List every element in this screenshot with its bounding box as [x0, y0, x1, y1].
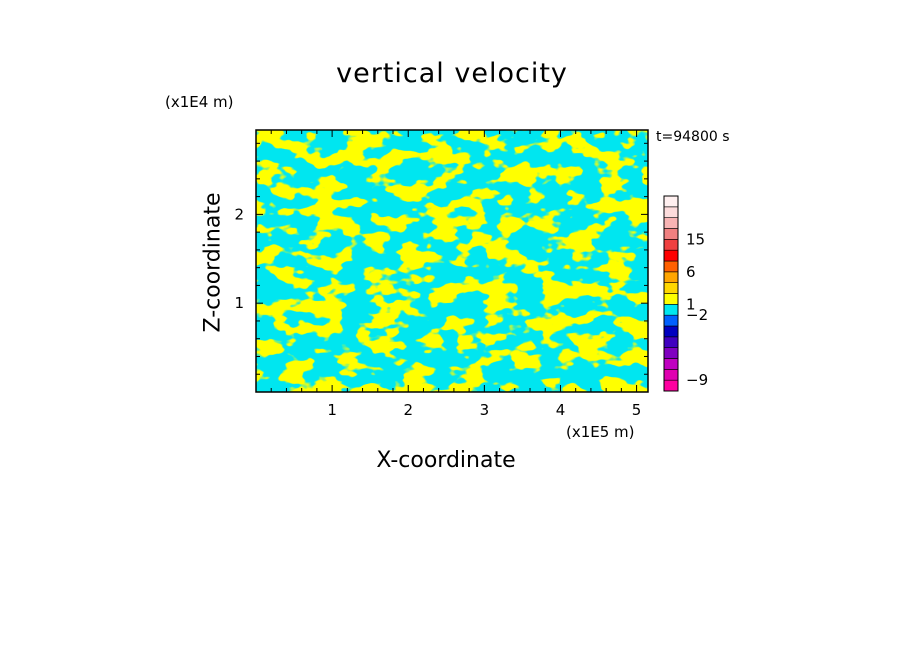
x-tick-label: 3	[480, 401, 490, 419]
contour-field	[256, 130, 648, 392]
colorbar-frame	[663, 195, 679, 392]
colorbar-swatch	[663, 325, 679, 338]
x-tick-label: 1	[327, 401, 337, 419]
colorbar-tick-label: −2	[686, 306, 708, 324]
colorbar-swatch	[663, 228, 679, 240]
colorbar-swatch	[663, 314, 679, 327]
colorbar-tick-label: 6	[686, 263, 696, 281]
colorbar-swatch	[663, 282, 679, 294]
colorbar-swatch	[663, 369, 679, 381]
colorbar: 15 6 1−2 −9	[663, 195, 708, 392]
colorbar-swatch	[663, 271, 679, 283]
colorbar-swatch	[663, 239, 679, 251]
x-axis-unit: (x1E5 m)	[566, 423, 635, 441]
colorbar-swatch	[663, 195, 679, 208]
x-axis-label: X-coordinate	[376, 448, 516, 473]
colorbar-swatch	[663, 293, 679, 305]
colorbar-tick-label: 1	[686, 295, 696, 313]
y-axis-unit: (x1E4 m)	[165, 93, 234, 111]
positive-region	[256, 130, 648, 392]
colorbar-swatch	[663, 260, 679, 273]
colorbar-swatch	[663, 304, 679, 316]
colorbar-swatch	[663, 347, 679, 359]
colorbar-swatch	[663, 358, 679, 370]
plot-axes: 1 2 3 4 5 1 2	[234, 129, 649, 419]
time-annotation: t=94800 s	[656, 129, 730, 145]
x-tick-label: 4	[556, 401, 566, 419]
y-tick-label: 2	[234, 205, 244, 223]
colorbar-swatch	[663, 249, 679, 262]
colorbar-swatch	[663, 217, 679, 229]
plot-frame	[255, 129, 649, 393]
colorbar-tick-label: 15	[686, 230, 705, 248]
colorbar-swatch	[663, 336, 679, 348]
x-tick-label: 2	[403, 401, 413, 419]
chart-title: vertical velocity	[336, 58, 568, 89]
y-tick-label: 1	[234, 294, 244, 312]
colorbar-tick-label: −9	[686, 371, 708, 389]
colorbar-swatch	[663, 379, 679, 392]
colorbar-swatch	[663, 206, 679, 218]
x-tick-label: 5	[632, 401, 642, 419]
